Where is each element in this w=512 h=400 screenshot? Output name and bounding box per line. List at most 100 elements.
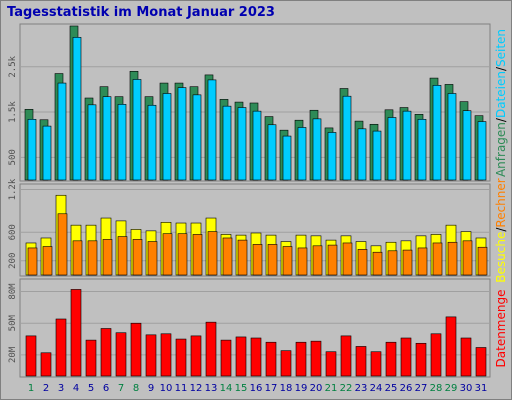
bar-dateien [462,110,472,181]
legend-visits: Besuche/Rechner [494,178,508,282]
bar-rechner [207,231,218,276]
day-label: 18 [280,383,293,394]
bar-dateien [417,119,427,181]
bar-dateien [432,85,442,181]
bar-datenmenge [130,322,142,377]
bar-datenmenge [265,341,277,377]
bar-rechner [252,244,263,276]
bar-dateien [327,132,337,181]
bar-dateien [357,128,367,181]
bar-rechner [342,242,353,276]
y-tick-labels: 500 1.5k 2.5k 200 600 1.2k 20M 50M 80M [8,55,18,363]
day-label: 26 [400,383,413,394]
bar-rechner [282,246,293,276]
day-label: 25 [385,383,398,394]
bar-datenmenge [55,318,67,377]
bar-rechner [462,240,473,276]
bar-rechner [117,236,128,276]
bar-dateien [387,117,397,181]
y-tick-label: 1.5k [8,101,18,123]
bar-rechner [267,244,278,276]
y-tick-label: 50M [8,315,18,332]
bar-datenmenge [235,336,247,377]
bar-datenmenge [400,337,412,377]
bar-rechner [312,245,323,276]
day-label: 2 [43,383,49,394]
bar-dateien [162,93,172,181]
day-label: 23 [355,383,368,394]
y-tick-label: 2.5k [8,55,18,77]
bar-datenmenge [310,340,322,377]
bar-rechner [87,240,98,276]
bar-rechner [417,247,428,276]
bar-datenmenge [430,333,442,377]
y-tick-label: 1.2k [8,178,18,200]
bar-datenmenge [25,335,37,377]
bar-datenmenge [385,341,397,377]
bar-rechner [297,247,308,276]
legend-volume: Datenmenge [494,290,508,368]
bar-dateien [477,121,487,181]
bar-dateien [192,94,202,181]
bar-rechner [102,239,113,276]
bar-dateien [177,87,187,181]
bar-datenmenge [40,352,52,377]
bar-datenmenge [115,332,127,377]
bar-dateien [87,104,97,181]
bar-rechner [432,242,443,276]
bar-dateien [72,37,82,181]
day-label: 11 [175,383,188,394]
bar-rechner [327,244,338,276]
bar-datenmenge [175,338,187,377]
bar-rechner [57,213,68,276]
day-label: 13 [205,383,218,394]
bar-dateien [342,95,352,181]
bar-datenmenge [70,289,82,377]
bar-datenmenge [205,321,217,377]
day-label: 6 [103,383,109,394]
legend-entry: / [494,66,508,71]
bar-rechner [72,240,83,276]
bar-dateien [312,118,322,181]
bar-datenmenge [460,337,472,377]
bar-rechner [387,250,398,276]
bar-datenmenge [160,333,172,377]
bar-datenmenge [100,328,112,377]
bar-datenmenge [370,351,382,377]
page-title: Tagesstatistik im Monat Januar 2023 [7,5,275,20]
bar-dateien [57,82,67,181]
day-label: 21 [325,383,338,394]
day-label: 20 [310,383,323,394]
bar-rechner [192,234,203,276]
day-label: 10 [160,383,173,394]
day-label: 12 [190,383,203,394]
bar-dateien [207,79,217,181]
day-label: 8 [133,383,139,394]
bar-datenmenge [445,316,457,377]
bar-dateien [117,104,127,181]
legend-entry: Rechner [494,178,508,227]
y-tick-label: 500 [8,149,18,165]
bar-rechner [357,249,368,276]
bar-dateien [102,96,112,181]
legends: Anfragen/Dateien/SeitenBesuche/RechnerDa… [494,29,508,368]
day-label: 1 [28,383,34,394]
legend-entry: / [494,227,508,232]
bar-dateien [447,93,457,181]
day-label: 30 [460,383,473,394]
bar-rechner [222,237,233,276]
day-label: 24 [370,383,383,394]
bar-dateien [267,124,277,181]
bar-dateien [237,107,247,181]
bar-rechner [162,233,173,276]
legend-entry: Anfragen [494,122,508,177]
x-tick-labels: 1 2 3 4 5 6 7 8 9 10 11 12 13 14 15 16 17 18 19 20 21 22 23 24 2… [28,383,488,394]
bar-rechner [447,241,458,276]
day-label: 31 [475,383,488,394]
bar-datenmenge [340,335,352,377]
bar-dateien [402,110,412,181]
bar-dateien [132,79,142,181]
day-label: 17 [265,383,278,394]
bar-dateien [42,125,52,181]
